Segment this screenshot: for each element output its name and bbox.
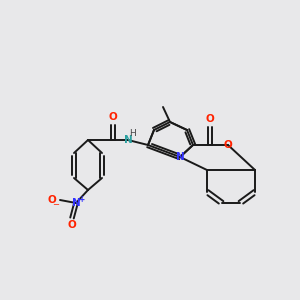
Text: O: O (206, 114, 214, 124)
Text: −: − (52, 200, 59, 209)
Text: O: O (68, 220, 76, 230)
Text: N: N (72, 198, 80, 208)
Text: N: N (176, 152, 184, 162)
Text: O: O (48, 195, 56, 205)
Text: H: H (130, 128, 136, 137)
Text: O: O (109, 112, 117, 122)
Text: N: N (124, 135, 132, 145)
Text: +: + (78, 194, 84, 203)
Text: O: O (224, 140, 232, 150)
